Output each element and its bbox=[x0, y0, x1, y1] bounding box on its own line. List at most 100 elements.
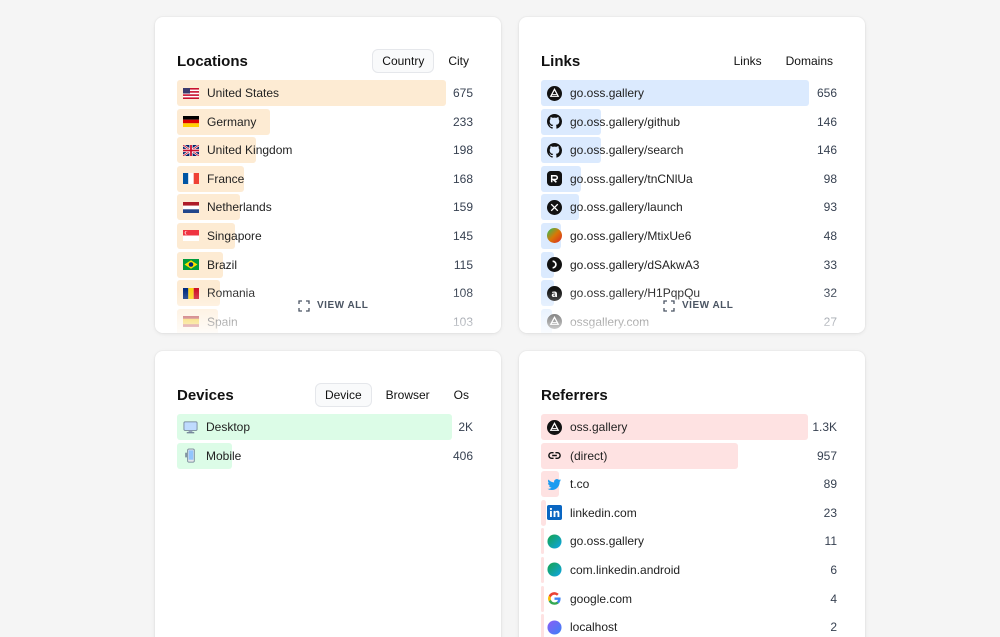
d-logo-icon bbox=[547, 257, 562, 273]
referrers-row-bar bbox=[541, 442, 738, 469]
locations-row-label: Brazil bbox=[177, 258, 237, 272]
links-row-label: go.oss.gallery/MtixUe6 bbox=[541, 228, 692, 244]
gradient-avatar-icon bbox=[547, 228, 562, 244]
oss-gallery-icon bbox=[547, 85, 562, 101]
tab-domains[interactable]: Domains bbox=[785, 54, 833, 68]
links-row-value: 146 bbox=[816, 114, 837, 129]
oss-gallery-icon bbox=[547, 314, 562, 330]
google-icon bbox=[547, 591, 562, 606]
x-logo-icon bbox=[547, 199, 562, 215]
links-row-text: go.oss.gallery/MtixUe6 bbox=[570, 228, 692, 243]
links-view-all-button[interactable]: VIEW ALL bbox=[661, 298, 733, 313]
expand-icon bbox=[296, 298, 311, 313]
flag-gb-icon bbox=[182, 143, 200, 157]
referrers-row[interactable]: go.oss.gallery 11 bbox=[541, 528, 837, 555]
referrers-row-label: localhost bbox=[541, 620, 617, 635]
desktop-icon bbox=[183, 420, 198, 435]
links-row[interactable]: go.oss.gallery/MtixUe6 48 bbox=[541, 222, 837, 249]
referrers-row[interactable]: oss.gallery 1.3K bbox=[541, 414, 837, 440]
locations-row[interactable]: Brazil 115 bbox=[177, 251, 473, 278]
locations-card: Locations Country City United States 675 G… bbox=[155, 17, 501, 333]
links-row-bar bbox=[541, 80, 809, 106]
referrers-row[interactable]: (direct) 957 bbox=[541, 442, 837, 469]
flag-fr-icon bbox=[183, 173, 199, 185]
referrers-row-value: 23 bbox=[823, 505, 837, 520]
locations-row-value: 675 bbox=[452, 86, 473, 100]
referrers-row-label: t.co bbox=[541, 477, 589, 492]
locations-row-label: United Kingdom bbox=[177, 143, 292, 157]
locations-row[interactable]: Netherlands 159 bbox=[177, 194, 473, 221]
tab-links[interactable]: Links bbox=[733, 54, 762, 68]
links-row-text: ossgallery.com bbox=[570, 314, 650, 329]
referrers-row[interactable]: localhost 2 bbox=[541, 614, 837, 637]
tab-os[interactable]: Os bbox=[453, 388, 469, 402]
locations-row-text: France bbox=[207, 171, 245, 186]
referrers-row[interactable]: google.com 4 bbox=[541, 585, 837, 612]
locations-row-text: United States bbox=[207, 86, 280, 100]
flag-sg-icon bbox=[183, 230, 199, 242]
flag-es-icon bbox=[183, 316, 199, 328]
referrers-row[interactable]: t.co 89 bbox=[541, 471, 837, 498]
globe-icon bbox=[547, 620, 562, 635]
referrers-row-text: com.linkedin.android bbox=[570, 562, 681, 577]
referrers-row-label: com.linkedin.android bbox=[541, 562, 680, 577]
locations-row[interactable]: France 168 bbox=[177, 165, 473, 192]
referrers-row-label: google.com bbox=[541, 591, 632, 606]
locations-row-text: Spain bbox=[207, 314, 238, 329]
referrers-row-bar bbox=[541, 614, 544, 637]
links-card: Links Links Domains go.oss.gallery 656 go.… bbox=[519, 17, 865, 333]
tab-device[interactable]: Device bbox=[314, 383, 372, 407]
links-row-label: go.oss.gallery/github bbox=[541, 114, 680, 129]
links-row[interactable]: go.oss.gallery/dSAkwA3 33 bbox=[541, 251, 837, 278]
referrers-row-label: go.oss.gallery bbox=[541, 534, 644, 549]
links-title: Links bbox=[541, 52, 581, 70]
locations-row-text: United Kingdom bbox=[207, 143, 293, 158]
links-row[interactable]: go.oss.gallery/launch 93 bbox=[541, 194, 837, 221]
referrers-title: Referrers bbox=[541, 386, 608, 404]
tab-country[interactable]: Country bbox=[372, 49, 435, 73]
tab-browser[interactable]: Browser bbox=[385, 388, 430, 402]
links-row-bar bbox=[541, 137, 601, 164]
links-row[interactable]: go.oss.gallery/github 146 bbox=[541, 108, 837, 135]
links-row[interactable]: go.oss.gallery 656 bbox=[541, 80, 837, 106]
referrers-list: oss.gallery 1.3K (direct) 957 t.co 89 linkedin… bbox=[541, 414, 837, 637]
locations-row[interactable]: Singapore 145 bbox=[177, 222, 473, 249]
locations-row-label: Singapore bbox=[177, 229, 262, 243]
locations-row[interactable]: United States 675 bbox=[177, 80, 473, 106]
devices-row[interactable]: Desktop 2K bbox=[177, 414, 473, 440]
referrers-row-bar bbox=[541, 528, 544, 555]
referrers-row-label: oss.gallery bbox=[541, 419, 627, 435]
links-list: go.oss.gallery 656 go.oss.gallery/github 14… bbox=[541, 80, 837, 333]
flag-de-icon bbox=[183, 116, 199, 128]
links-row[interactable]: go.oss.gallery/tnCNlUa 98 bbox=[541, 165, 837, 192]
links-row-text: go.oss.gallery/launch bbox=[570, 200, 683, 215]
locations-row-text: Netherlands bbox=[207, 200, 272, 215]
referrers-row-text: google.com bbox=[570, 591, 633, 606]
links-row-label: go.oss.gallery/dSAkwA3 bbox=[541, 257, 699, 273]
locations-row-label: Netherlands bbox=[177, 200, 272, 214]
links-row-label: go.oss.gallery/launch bbox=[541, 199, 683, 215]
links-row[interactable]: go.oss.gallery/search 146 bbox=[541, 137, 837, 164]
referrers-row[interactable]: com.linkedin.android 6 bbox=[541, 556, 837, 583]
links-row-text: go.oss.gallery/search bbox=[570, 143, 684, 158]
referrers-row[interactable]: linkedin.com 23 bbox=[541, 499, 837, 526]
locations-row[interactable]: United Kingdom 198 bbox=[177, 137, 473, 164]
tab-city[interactable]: City bbox=[448, 54, 469, 68]
locations-header: Locations Country City bbox=[177, 48, 479, 74]
devices-header: Devices Device Browser Os bbox=[177, 382, 479, 408]
view-all-label: VIEW ALL bbox=[682, 300, 734, 311]
devices-row-text: Desktop bbox=[206, 420, 251, 434]
locations-row-bar bbox=[177, 80, 446, 106]
locations-view-all-button[interactable]: VIEW ALL bbox=[296, 298, 368, 313]
links-row-value: 27 bbox=[823, 314, 837, 329]
locations-row[interactable]: Germany 233 bbox=[177, 108, 473, 135]
referrers-row-text: localhost bbox=[570, 620, 618, 635]
devices-list: Desktop 2K Mobile 406 bbox=[177, 414, 473, 471]
locations-row-value: 168 bbox=[452, 171, 473, 186]
github-icon bbox=[547, 142, 562, 158]
links-row-label: go.oss.gallery bbox=[541, 85, 644, 101]
referrers-row-bar bbox=[541, 585, 544, 612]
devices-row[interactable]: Mobile 406 bbox=[177, 442, 473, 469]
devices-card: Devices Device Browser Os Desktop 2K Mobil… bbox=[155, 351, 501, 637]
links-row-label: ossgallery.com bbox=[541, 314, 650, 330]
